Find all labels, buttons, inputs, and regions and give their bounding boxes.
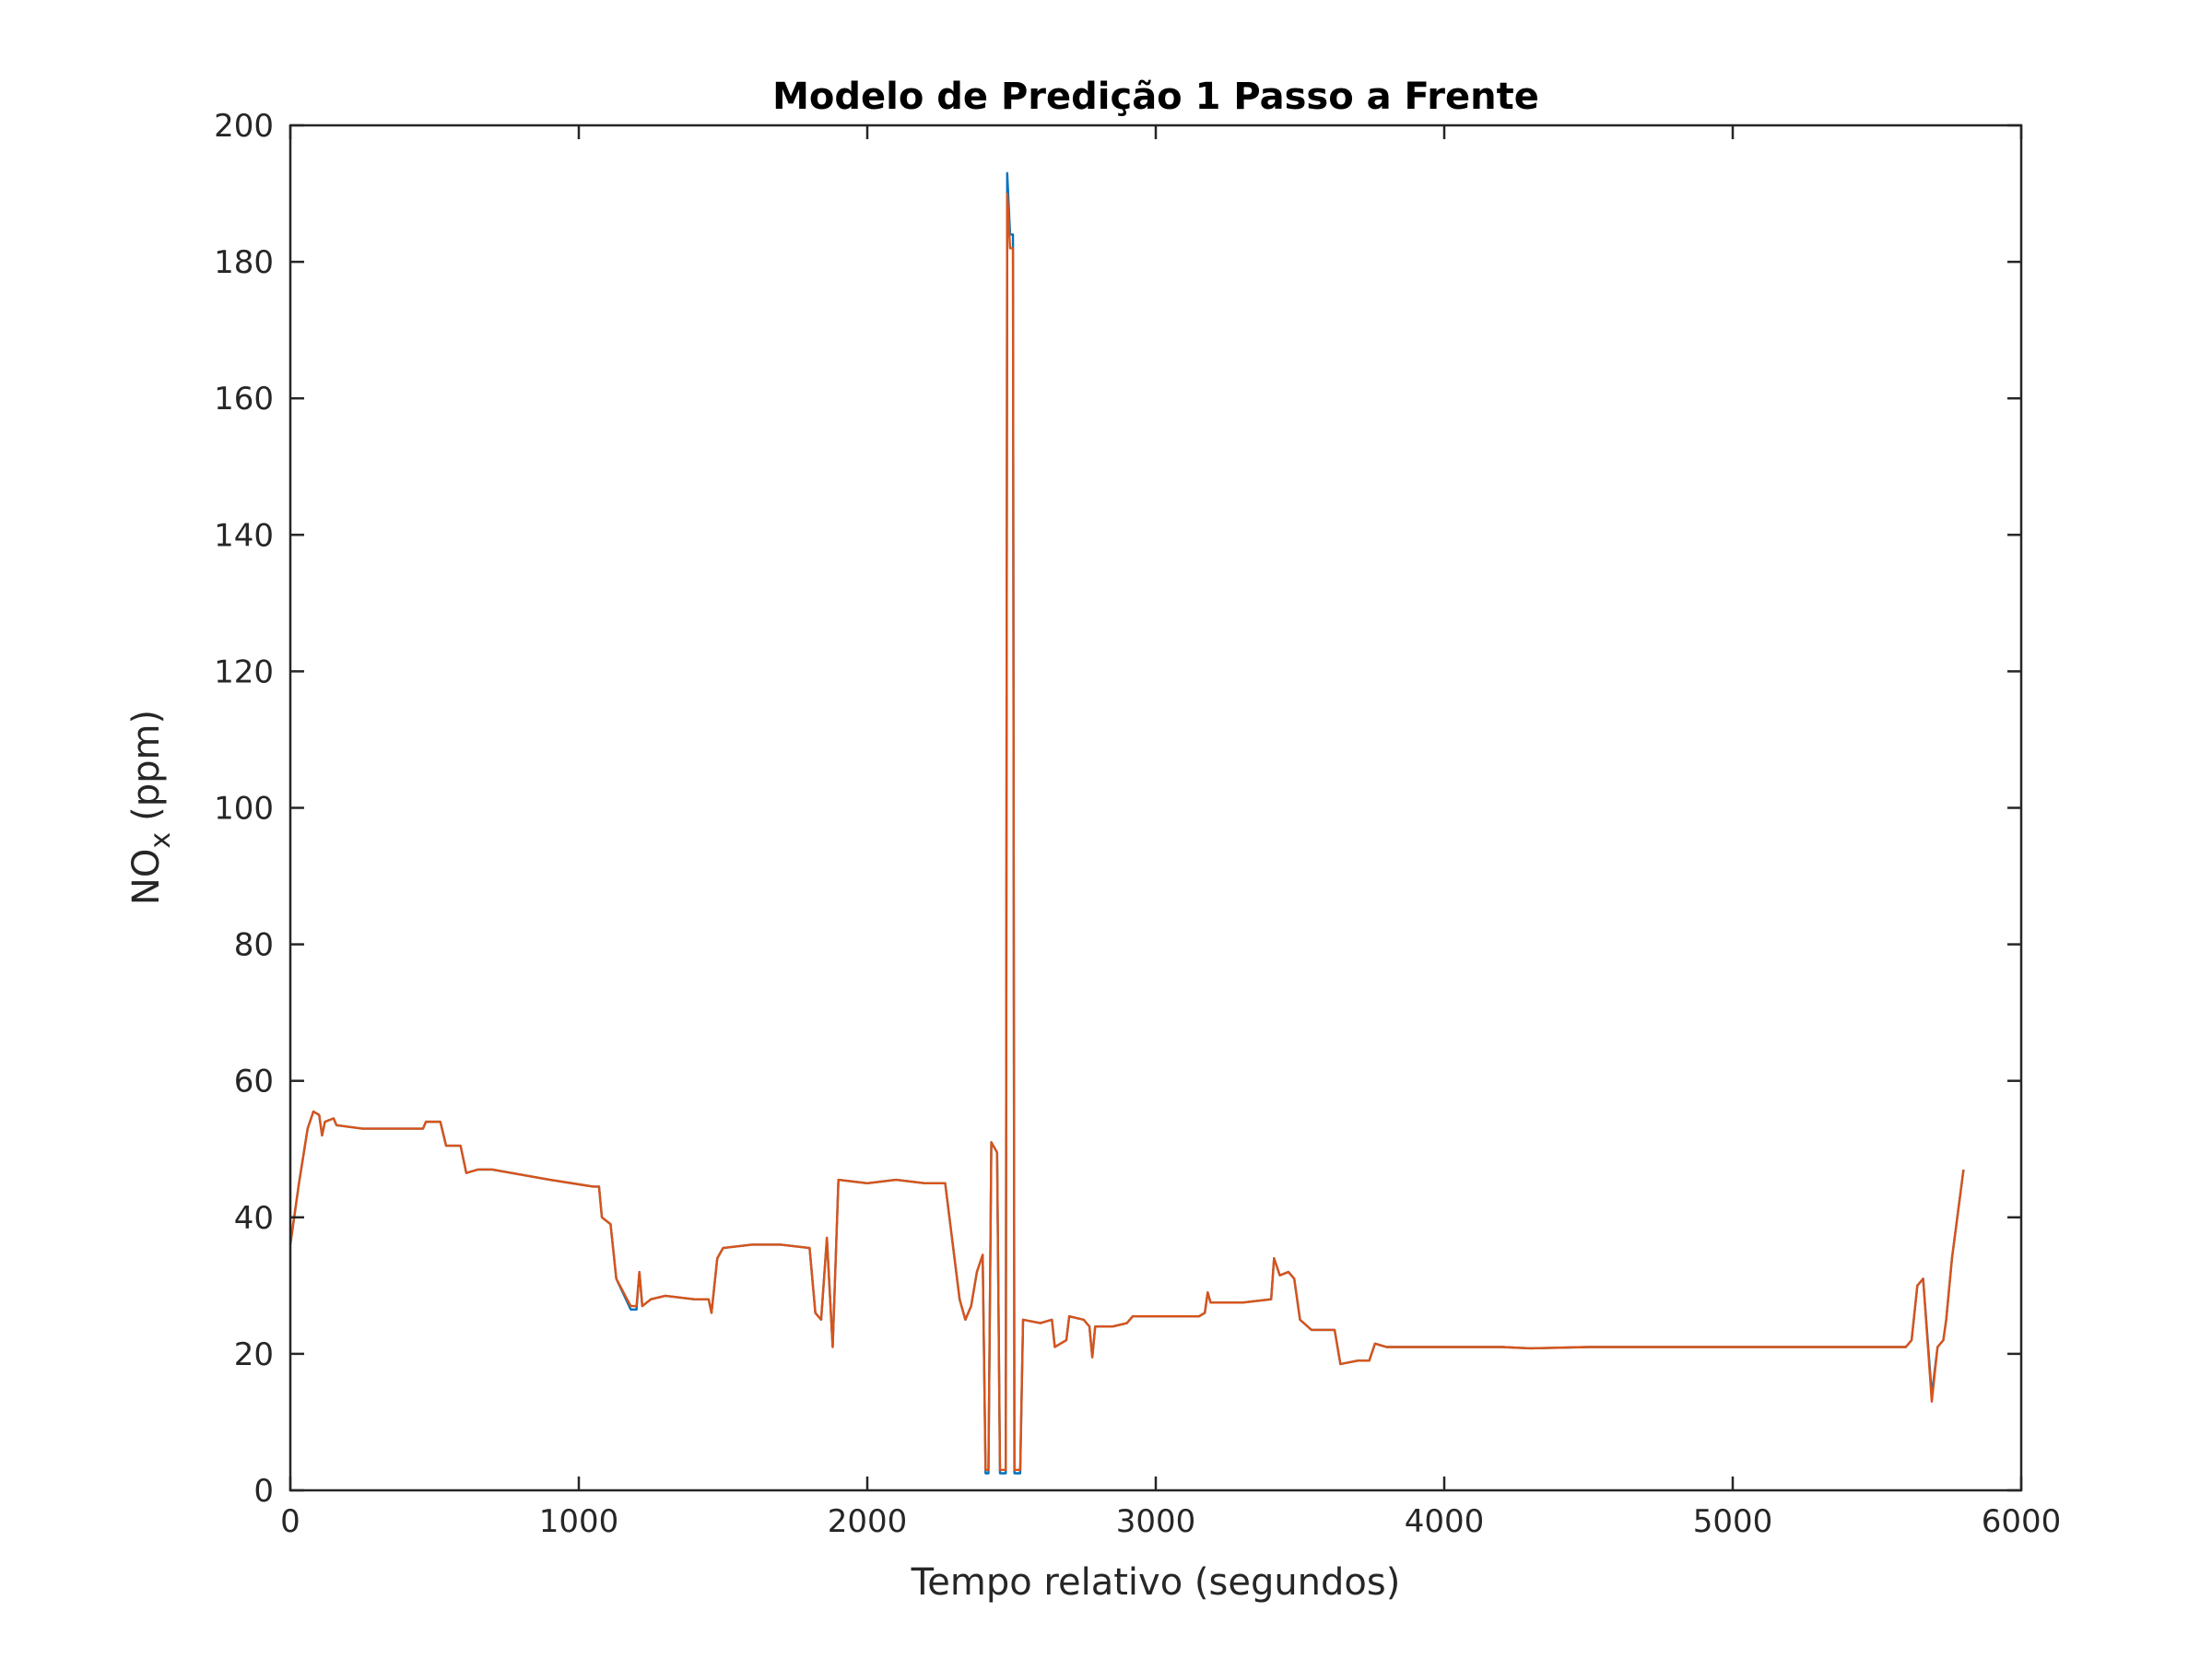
y-tick-label: 60 [234, 1064, 274, 1100]
x-tick-label: 6000 [1982, 1503, 2062, 1540]
y-tick-label: 120 [214, 653, 274, 690]
x-tick-label: 1000 [539, 1503, 619, 1540]
data-line [288, 171, 1965, 1475]
y-tick-label: 80 [234, 927, 274, 964]
y-label-sub: x [145, 832, 177, 849]
data-line [288, 192, 1965, 1471]
y-axis-label: NOx (ppm) [125, 710, 177, 905]
y-tick-label: 160 [214, 381, 274, 418]
y-tick-label: 180 [214, 244, 274, 281]
axes-box [288, 124, 2023, 1492]
x-tick-label: 0 [280, 1503, 300, 1540]
y-tick-label: 100 [214, 791, 274, 828]
y-label-main: NO [125, 849, 168, 905]
x-tick-label: 2000 [828, 1503, 908, 1540]
x-axis-label: Tempo relativo (segundos) [911, 1561, 1401, 1604]
chart-title: Modelo de Predição 1 Passo a Frente [772, 76, 1539, 118]
x-tick-label: 3000 [1116, 1503, 1196, 1540]
y-tick-label: 40 [234, 1200, 274, 1237]
y-tick-label: 20 [234, 1336, 274, 1373]
x-tick-label: 4000 [1405, 1503, 1485, 1540]
y-label-unit: (ppm) [125, 710, 168, 821]
y-tick-label: 140 [214, 517, 274, 554]
y-tick-label: 200 [214, 108, 274, 145]
x-tick-label: 5000 [1693, 1503, 1773, 1540]
y-tick-label: 0 [253, 1473, 274, 1510]
